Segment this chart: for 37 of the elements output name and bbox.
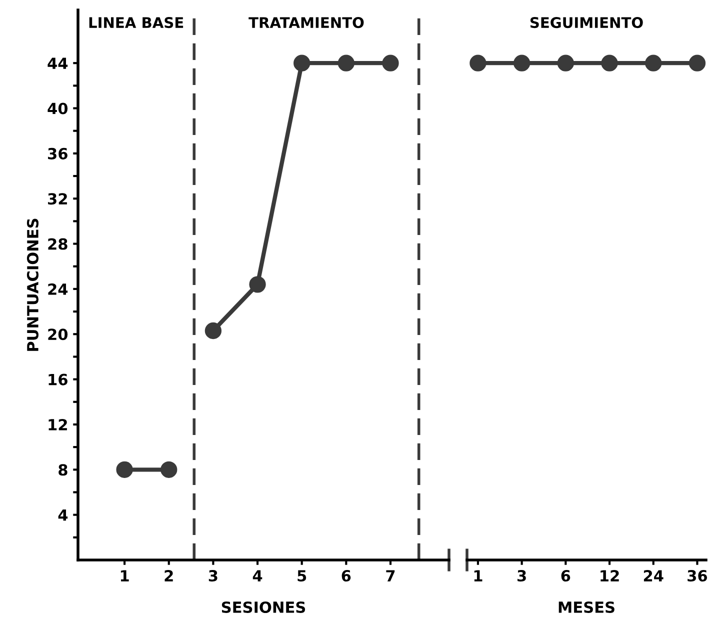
x-tick-label: 3 — [518, 570, 526, 582]
annotation: LINEA BASE — [89, 17, 184, 28]
y-tick-label: 8 — [58, 464, 68, 476]
x-tick-label: 6 — [561, 570, 570, 582]
annotation: TRATAMIENTO — [248, 17, 364, 28]
y-tick-label: 12 — [48, 418, 67, 430]
x-axis-title: SESIONES — [222, 601, 306, 613]
y-tick-label: 4 — [58, 509, 68, 521]
point — [116, 461, 133, 478]
point — [382, 54, 399, 72]
x-tick-label: 12 — [600, 570, 619, 582]
x-tick-label: 24 — [644, 570, 664, 582]
y-tick-label: 32 — [48, 193, 67, 205]
x-tick-label: 1 — [474, 570, 482, 582]
y-tick-label: 44 — [48, 58, 68, 69]
point — [338, 54, 354, 72]
x-tick-label: 1 — [120, 570, 129, 582]
y-tick-label: 36 — [48, 148, 68, 160]
y-tick-label: 16 — [48, 374, 68, 386]
text: SEGUIMIENTO — [530, 17, 643, 28]
x-axis-title: MESES — [558, 601, 614, 613]
y-tick-label: 28 — [48, 238, 68, 250]
y-tick-label: 40 — [48, 102, 68, 114]
x-tick-label: 2 — [164, 570, 173, 582]
point — [294, 54, 310, 72]
point — [204, 322, 222, 340]
x-tick-label: 7 — [386, 570, 395, 582]
x-tick-label: 36 — [688, 570, 708, 582]
point — [249, 276, 266, 293]
point — [160, 461, 178, 478]
y-axis-title: PUNTUACIONES — [26, 218, 38, 351]
x-tick-label: 6 — [342, 570, 351, 582]
x-tick-label: 3 — [208, 570, 218, 582]
x-tick-label: 5 — [298, 570, 306, 582]
y-tick-label: 24 — [48, 283, 68, 295]
x-tick-label: 4 — [252, 570, 262, 582]
y-tick-label: 20 — [48, 328, 68, 340]
